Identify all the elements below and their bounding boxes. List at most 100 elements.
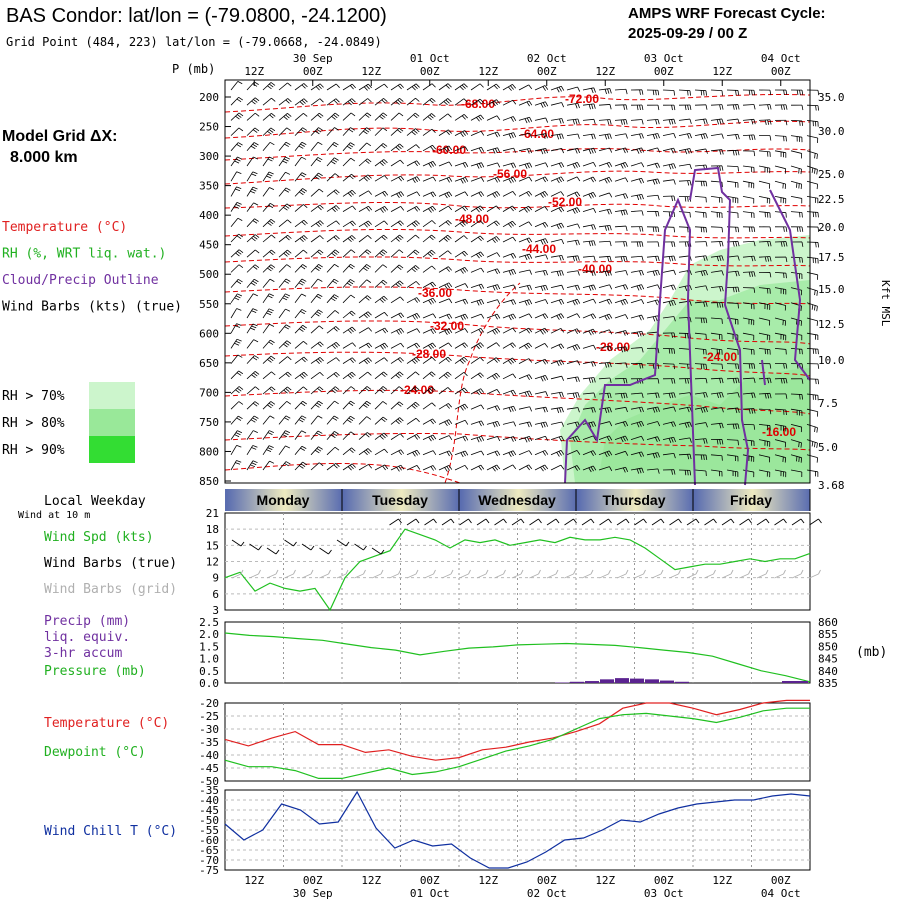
wind-barb-true xyxy=(616,518,630,526)
wind-barb xyxy=(230,112,244,121)
wind-barb-grid xyxy=(406,569,419,579)
wind-barb xyxy=(774,256,788,263)
wind-barb xyxy=(534,176,549,183)
wind-barb xyxy=(630,314,645,321)
wind-barb xyxy=(534,299,549,305)
top-date-label: 03 Oct xyxy=(644,52,684,65)
panel-ytick: -40 xyxy=(199,749,219,762)
top-hour-tick: 12Z xyxy=(244,65,264,78)
panel-ytick: -40 xyxy=(199,794,219,807)
panel-ytick-right: 835 xyxy=(818,677,838,690)
wind-barb xyxy=(310,446,323,456)
bottom-hour-tick: 12Z xyxy=(361,874,381,887)
wind-barb xyxy=(470,220,484,228)
wind-barb xyxy=(374,401,388,410)
wind-barb xyxy=(454,387,468,395)
wind-barb xyxy=(342,220,356,228)
wind-barb xyxy=(502,205,517,212)
wind-barb xyxy=(598,421,613,427)
wind-barb xyxy=(438,266,452,273)
wind-barb-true xyxy=(721,518,735,526)
wind-barb xyxy=(374,190,389,197)
pressure-tick: 850 xyxy=(199,475,219,488)
wind-barb xyxy=(790,439,802,448)
wind-barb xyxy=(758,424,771,431)
temperature-dewpoint-panel: -20-25-30-35-40-45-50 xyxy=(199,697,811,788)
temperature-line xyxy=(224,699,810,761)
wind-barb xyxy=(582,147,597,155)
wind-barb xyxy=(230,249,244,258)
wind-barb xyxy=(326,462,340,471)
wind-barb xyxy=(518,190,533,197)
wind-barb xyxy=(646,133,660,140)
wind-barb xyxy=(278,234,292,243)
wind-barb xyxy=(662,436,677,444)
wind-barb xyxy=(406,160,421,167)
wind-barb xyxy=(678,104,692,111)
wind-barb xyxy=(582,344,597,350)
wind-barb xyxy=(742,89,756,96)
wind-barb xyxy=(422,450,437,456)
wind-barb xyxy=(246,308,258,319)
wind-barb xyxy=(518,374,533,381)
wind-barb xyxy=(646,452,660,459)
wind-barb xyxy=(262,202,275,212)
wind-barb xyxy=(422,234,436,243)
wind-barb xyxy=(566,360,581,366)
kft-tick: 7.5 xyxy=(818,397,838,410)
wind-barb xyxy=(646,118,660,125)
panel-ytick: -50 xyxy=(199,814,219,827)
wind-barb xyxy=(406,249,420,258)
wind-barb xyxy=(566,207,581,214)
wind-barb xyxy=(246,278,259,288)
weekday-cell xyxy=(578,489,693,511)
wind-barb xyxy=(374,143,388,152)
wind-barb xyxy=(566,270,580,276)
panel-ytick: 1.5 xyxy=(199,640,219,653)
wind-barb xyxy=(758,332,771,341)
wind-barb xyxy=(294,309,307,319)
pressure-line xyxy=(224,632,811,683)
wind-barb xyxy=(518,390,533,397)
wind-barb xyxy=(470,372,484,380)
wind-barb xyxy=(230,323,242,334)
wind-barb xyxy=(390,234,404,243)
wind-barbs-grid xyxy=(230,81,820,478)
wind-barb xyxy=(502,464,517,471)
wind-barb xyxy=(614,119,628,125)
wind-barb xyxy=(454,342,468,349)
wind-barb xyxy=(518,84,533,91)
legend-item: Temperature (°C) xyxy=(2,220,127,235)
wind-barb xyxy=(742,211,755,218)
wind-barb xyxy=(534,133,548,139)
cross-section-grid xyxy=(225,96,231,482)
wind-barb xyxy=(662,269,676,275)
wind-barb-grid xyxy=(354,569,366,579)
wind-barb xyxy=(470,98,484,106)
wind-barb xyxy=(806,196,819,204)
wind-barb xyxy=(438,342,453,349)
wind-barb xyxy=(646,378,660,384)
wind-barb xyxy=(790,424,803,433)
top-hour-tick: 12Z xyxy=(361,65,381,78)
wind-barb xyxy=(646,406,660,413)
wind-barb xyxy=(438,435,453,441)
wind-barb xyxy=(726,133,740,140)
wind-barb xyxy=(294,98,308,106)
wind-barb xyxy=(470,130,485,136)
wind-barb xyxy=(454,235,468,243)
wind-barb xyxy=(694,392,708,398)
wind-barb xyxy=(518,358,533,364)
wind-barb xyxy=(694,438,708,444)
wind-barb xyxy=(806,89,820,96)
wind-barb xyxy=(614,147,629,154)
wind-barb xyxy=(230,444,242,456)
wind-barb xyxy=(342,431,356,440)
wind-barb xyxy=(486,147,501,154)
wind-barb xyxy=(758,317,771,326)
wind-barb-grid xyxy=(336,569,349,579)
bottom-hour-tick: 00Z xyxy=(420,874,440,887)
wind-barb xyxy=(358,190,373,197)
wind-barb xyxy=(262,234,276,243)
wind-barb xyxy=(406,112,420,121)
